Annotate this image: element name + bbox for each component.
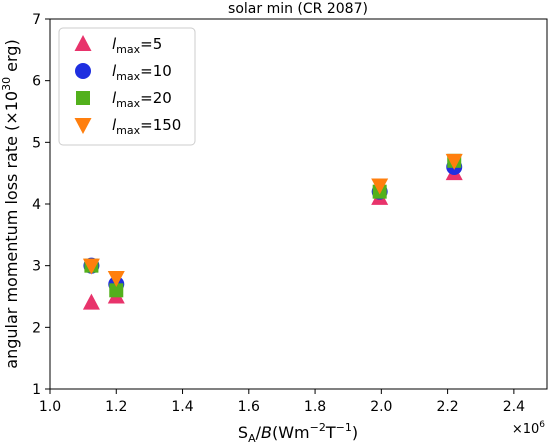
x-tick-label: 2.0 xyxy=(370,399,392,415)
data-point xyxy=(371,178,389,195)
y-tick-label: 1 xyxy=(32,382,41,398)
data-point xyxy=(109,283,124,298)
x-tick-label: 1.4 xyxy=(171,399,193,415)
x-tick-label: 1.2 xyxy=(105,399,127,415)
legend-marker xyxy=(76,91,90,105)
legend-label: lmax=150 xyxy=(112,116,181,137)
legend-label: lmax=20 xyxy=(112,89,172,110)
x-axis: 1.0 1.2 1.4 1.6 1.8 2.0 2.2 2.4 xyxy=(39,389,525,415)
legend-label: lmax=10 xyxy=(112,62,172,83)
y-axis-label: angular momentum loss rate (×1030 erg) xyxy=(0,39,21,368)
legend: lmax=5 lmax=10 lmax=20 lmax=150 xyxy=(58,27,196,146)
y-tick-label: 3 xyxy=(32,259,41,275)
y-axis: 1 2 3 4 5 6 7 xyxy=(32,12,50,398)
y-tick-label: 7 xyxy=(32,12,41,28)
data-point xyxy=(82,258,100,275)
y-tick-label: 5 xyxy=(32,135,41,151)
y-tick-label: 2 xyxy=(32,320,41,336)
x-tick-label: 1.8 xyxy=(304,399,326,415)
y-tick-label: 4 xyxy=(32,197,41,213)
legend-label: lmax=5 xyxy=(112,35,162,56)
x-tick-label: 2.4 xyxy=(503,399,525,415)
x-tick-label: 2.2 xyxy=(436,399,458,415)
legend-box xyxy=(58,27,196,146)
data-point xyxy=(445,153,463,170)
legend-marker xyxy=(74,35,92,51)
legend-marker xyxy=(74,118,92,134)
x-tick-label: 1.0 xyxy=(39,399,61,415)
x-axis-offset-label: ×106 xyxy=(512,420,545,437)
x-axis-label: SA/B(Wm−2T−1) xyxy=(238,421,358,444)
x-tick-label: 1.6 xyxy=(238,399,260,415)
y-tick-label: 6 xyxy=(32,74,41,90)
legend-marker xyxy=(75,63,91,79)
data-point xyxy=(82,293,100,310)
chart-title: solar min (CR 2087) xyxy=(228,1,368,17)
data-points xyxy=(82,153,463,310)
data-point xyxy=(107,271,125,287)
